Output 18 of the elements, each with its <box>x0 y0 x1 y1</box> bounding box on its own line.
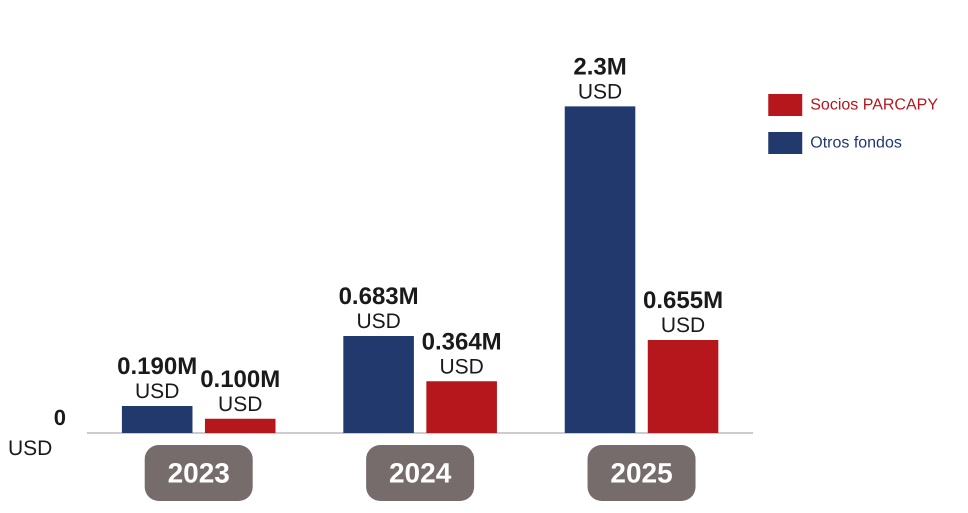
bar <box>564 106 636 433</box>
x-tick-label: 2024 <box>388 458 452 489</box>
x-tick-label: 2023 <box>168 458 230 489</box>
data-label: 0.683M USD <box>338 283 419 334</box>
bar <box>648 340 718 433</box>
data-label: 0.190M USD <box>117 353 198 404</box>
legend-label: Otros fondos <box>810 134 902 152</box>
x-tick-label: 2025 <box>610 458 673 489</box>
legend-label: Socios PARCAPY <box>810 96 938 114</box>
text: 0 USD <box>8 405 66 460</box>
data-label: 2.3M USD <box>573 53 627 104</box>
bar <box>426 381 497 433</box>
data-label: 0.655M USD <box>643 286 724 337</box>
data-label: 0.100M USD <box>200 366 280 416</box>
bar <box>122 406 192 433</box>
bar <box>204 418 276 433</box>
data-label: 0.364M USD <box>422 328 502 378</box>
bar <box>343 336 414 433</box>
